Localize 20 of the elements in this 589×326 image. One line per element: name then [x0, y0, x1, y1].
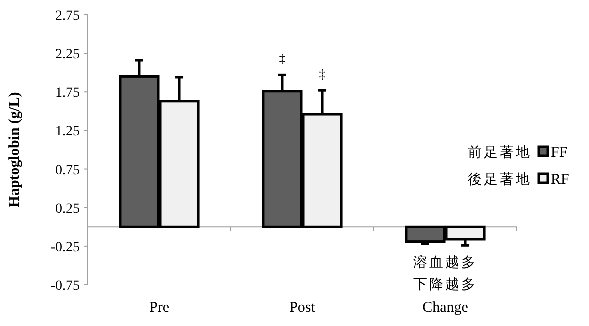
- y-axis-title: Haptoglobin (g/L): [7, 92, 23, 208]
- y-tick-label: 0.25: [56, 202, 80, 217]
- y-tick-label: 0.75: [56, 163, 80, 178]
- x-tick-label: Change: [422, 300, 469, 316]
- y-tick-label: 1.25: [56, 124, 80, 140]
- x-tick-label: Pre: [150, 300, 170, 316]
- y-tick-label: 1.75: [56, 86, 80, 102]
- annotation: ‡: [279, 51, 286, 66]
- y-tick-label: -0.75: [50, 279, 80, 294]
- y-tick-label: -0.25: [50, 240, 80, 256]
- annotation: 下降越多: [414, 277, 478, 293]
- annotation: 後足著地: [468, 172, 532, 188]
- annotation: ‡: [319, 66, 326, 82]
- x-tick-label: Post: [290, 300, 316, 316]
- y-tick-label: 2.25: [56, 48, 80, 63]
- annotation: 溶血越多: [414, 255, 478, 271]
- legend-label: RF: [551, 172, 570, 188]
- legend-label: FF: [551, 145, 568, 161]
- annotation: 前足著地: [468, 145, 532, 161]
- y-tick-label: 2.75: [56, 9, 80, 24]
